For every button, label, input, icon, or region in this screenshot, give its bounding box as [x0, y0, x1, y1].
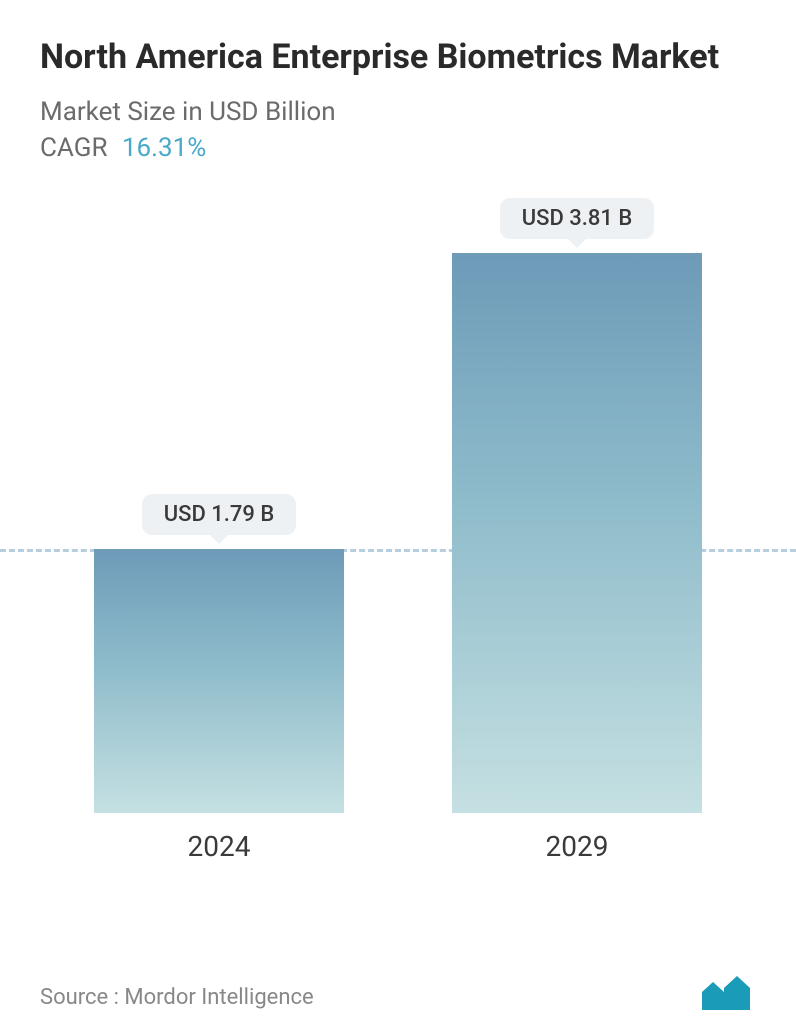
chart-footer: Source : Mordor Intelligence [40, 976, 756, 1010]
cagr-label: CAGR [40, 133, 107, 163]
bar [452, 253, 702, 813]
bar-group: USD 3.81 B [447, 198, 707, 813]
bar-group: USD 1.79 B [89, 494, 349, 812]
x-axis-labels: 2024 2029 [40, 830, 756, 863]
value-pill: USD 1.79 B [142, 494, 297, 535]
value-pill: USD 3.81 B [500, 198, 655, 239]
cagr-value: 16.31% [122, 133, 206, 163]
chart-title: North America Enterprise Biometrics Mark… [40, 36, 756, 79]
cagr-row: CAGR 16.31% [40, 133, 756, 163]
brand-logo [702, 976, 756, 1010]
bars-group: USD 1.79 B USD 3.81 B [40, 193, 756, 813]
chart-container: North America Enterprise Biometrics Mark… [0, 0, 796, 1034]
chart-subtitle: Market Size in USD Billion [40, 97, 756, 127]
logo-icon [702, 976, 756, 1010]
chart-area: USD 1.79 B USD 3.81 B 2024 2029 [40, 183, 756, 863]
x-axis-label: 2029 [447, 830, 707, 863]
source-text: Source : Mordor Intelligence [40, 985, 314, 1010]
bar [94, 549, 344, 812]
x-axis-label: 2024 [89, 830, 349, 863]
